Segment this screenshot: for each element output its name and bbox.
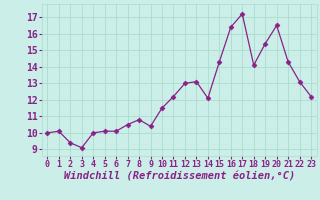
- X-axis label: Windchill (Refroidissement éolien,°C): Windchill (Refroidissement éolien,°C): [64, 172, 295, 182]
